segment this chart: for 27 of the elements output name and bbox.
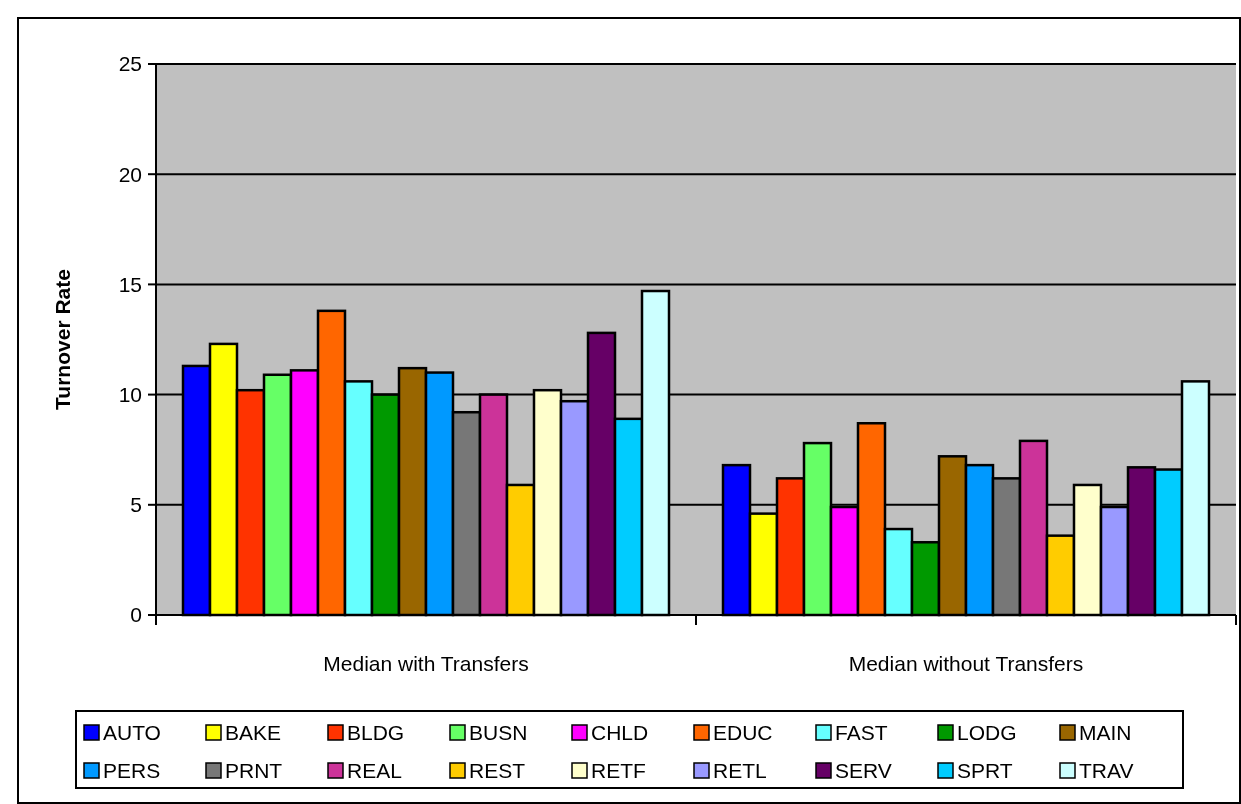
legend-label: CHLD — [591, 721, 649, 745]
legend-label: REAL — [347, 759, 402, 783]
legend-label: EDUC — [713, 721, 773, 745]
legend-label: SERV — [835, 759, 892, 783]
x-tick-label: Median without Transfers — [848, 652, 1084, 675]
legend-label: AUTO — [103, 721, 161, 745]
y-tick-label: 25 — [118, 52, 142, 76]
legend-label: FAST — [835, 721, 888, 745]
x-tick-label: Median with Transfers — [323, 652, 529, 675]
legend-label: PRNT — [225, 759, 283, 783]
y-axis-title: Turnover Rate — [51, 269, 74, 410]
legend-label: BAKE — [225, 721, 282, 745]
legend-label: TRAV — [1079, 759, 1134, 783]
legend-label: RETL — [713, 759, 767, 783]
legend-label: LODG — [957, 721, 1017, 745]
legend-label: MAIN — [1079, 721, 1132, 745]
y-tick-label: 5 — [130, 493, 142, 517]
legend-label: RETF — [591, 759, 646, 783]
y-tick-label: 20 — [118, 162, 142, 186]
legend-label: BUSN — [469, 721, 528, 745]
legend-label: PERS — [103, 759, 161, 783]
legend-label: BLDG — [347, 721, 405, 745]
legend-label: SPRT — [957, 759, 1013, 783]
y-tick-label: 15 — [118, 272, 142, 296]
y-tick-label: 10 — [118, 382, 142, 406]
legend-label: REST — [469, 759, 526, 783]
y-tick-label: 0 — [130, 603, 142, 627]
